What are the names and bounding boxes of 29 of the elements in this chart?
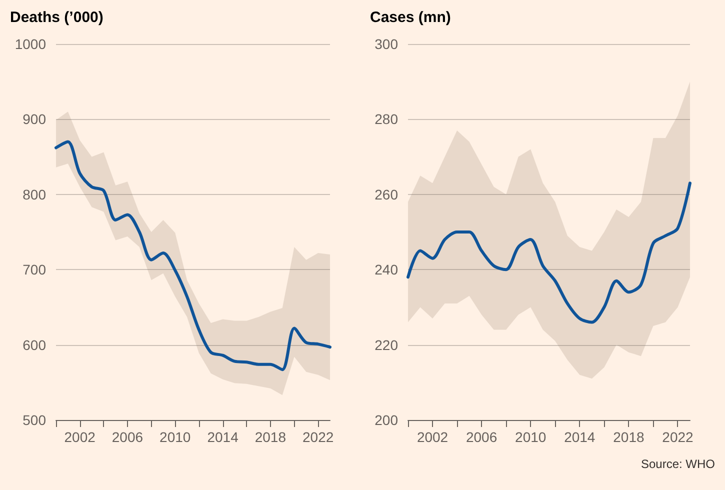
x-tick-label: 2018 [613, 429, 644, 445]
x-tick-label: 2006 [112, 429, 144, 445]
x-tick-label: 2022 [662, 429, 694, 445]
x-tick-label: 2002 [416, 429, 448, 445]
chart-title: Cases (mn) [370, 9, 451, 26]
x-tick-label: 2014 [207, 429, 239, 445]
y-tick-label: 700 [22, 262, 46, 278]
source-note: Source: WHO [640, 457, 715, 471]
y-tick-label: 800 [22, 186, 46, 202]
y-tick-label: 600 [22, 336, 46, 353]
x-tick-label: 2006 [466, 429, 498, 445]
y-tick-label: 500 [22, 412, 46, 428]
line-series [406, 182, 692, 324]
x-tick-label: 2022 [302, 429, 334, 445]
line-series [54, 140, 332, 372]
x-tick-label: 2002 [64, 429, 96, 445]
x-tick-label: 2010 [515, 429, 546, 445]
y-tick-label: 900 [22, 111, 46, 128]
y-tick-label: 1000 [14, 36, 46, 52]
x-tick-label: 2010 [160, 429, 191, 445]
y-tick-label: 260 [374, 186, 398, 202]
chart-title: Deaths (’000) [10, 9, 104, 26]
x-tick-label: 2014 [564, 429, 596, 445]
x-tick-label: 2018 [254, 429, 286, 445]
y-tick-label: 220 [374, 336, 398, 353]
y-tick-label: 200 [374, 412, 398, 428]
y-tick-label: 240 [374, 262, 398, 278]
y-tick-label: 280 [374, 111, 398, 128]
y-tick-label: 300 [374, 36, 398, 52]
